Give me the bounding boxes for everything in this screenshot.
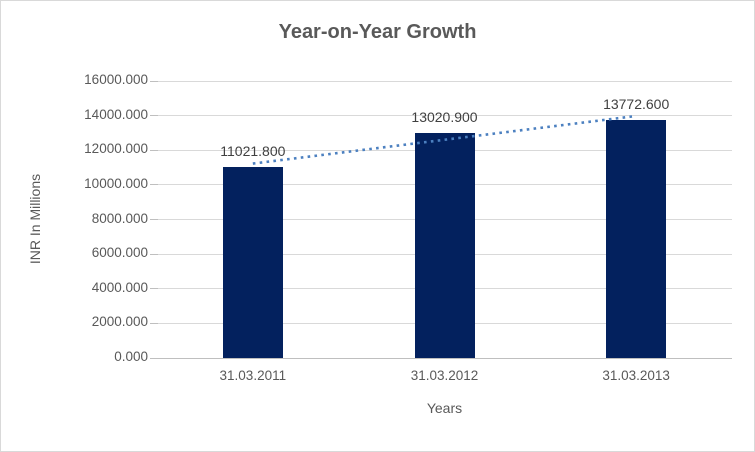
bar bbox=[414, 132, 475, 358]
y-tick-mark bbox=[150, 322, 158, 324]
x-tick-label: 31.03.2011 bbox=[219, 368, 287, 383]
x-tick-label: 31.03.2012 bbox=[410, 368, 479, 383]
x-tick-label: 31.03.2013 bbox=[602, 368, 670, 383]
bar bbox=[222, 167, 283, 358]
chart-title: Year-on-Year Growth bbox=[278, 21, 477, 43]
y-tick-label: 16000.000 bbox=[84, 72, 148, 87]
y-tick-label: 0.000 bbox=[114, 349, 148, 364]
data-label: 13020.900 bbox=[411, 108, 478, 125]
y-tick-mark bbox=[150, 219, 158, 220]
y-tick-label: 4000.000 bbox=[91, 279, 148, 295]
y-tick-mark bbox=[150, 357, 158, 359]
y-tick-mark bbox=[150, 149, 158, 151]
y-tick-mark bbox=[150, 253, 158, 255]
x-axis: 31.03.2011 31.03.2012 31.03.2013 bbox=[157, 368, 732, 388]
y-tick-label: 12000.000 bbox=[84, 141, 148, 157]
x-axis-line bbox=[157, 357, 732, 359]
y-tick-mark bbox=[150, 288, 158, 290]
bar bbox=[606, 119, 667, 358]
y-tick-mark bbox=[150, 115, 158, 117]
y-tick-label: 8000.000 bbox=[91, 210, 148, 226]
data-label: 11021.800 bbox=[220, 143, 286, 160]
y-tick-label: 6000.000 bbox=[91, 245, 148, 261]
y-tick-label: 10000.000 bbox=[84, 175, 148, 191]
plot-area: 11021.800 13020.900 13772.600 bbox=[157, 80, 732, 359]
y-tick-mark bbox=[150, 184, 158, 186]
y-tick-label: 2000.000 bbox=[91, 314, 148, 330]
y-tick-mark bbox=[150, 80, 158, 82]
y-tick-label: 14000.000 bbox=[84, 106, 148, 122]
data-label: 13772.600 bbox=[603, 95, 670, 112]
gridline bbox=[157, 80, 732, 82]
x-axis-title: Years bbox=[426, 400, 463, 416]
